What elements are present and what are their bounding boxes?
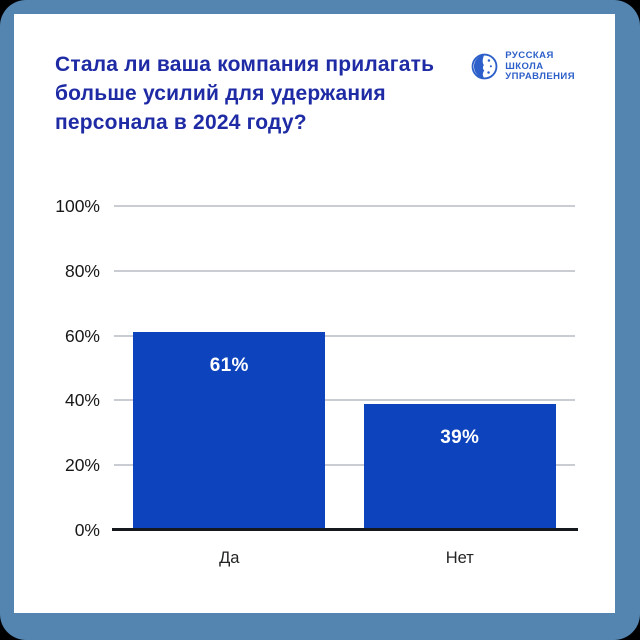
- y-tick-label: 0%: [74, 520, 100, 540]
- y-tick-label: 40%: [64, 390, 100, 411]
- gridline: [114, 399, 575, 402]
- bar-value-label: 39%: [440, 426, 480, 448]
- title-line-2: больше усилий для удержания: [55, 82, 386, 105]
- bar: 61%: [133, 332, 326, 530]
- logo-text-line-1: РУССКАЯ: [505, 50, 554, 61]
- logo-text-line-3: УПРАВЛЕНИЯ: [505, 71, 575, 82]
- gridline: [114, 269, 575, 272]
- bar-value-label: 61%: [209, 355, 249, 377]
- x-tick-label: Да: [219, 549, 240, 567]
- x-axis-line: [112, 528, 578, 531]
- y-tick-label: 100%: [55, 196, 100, 216]
- y-tick-label: 60%: [64, 325, 100, 346]
- logo-text-line-2: ШКОЛА: [505, 60, 544, 72]
- logo-text: РУССКАЯ ШКОЛА УПРАВЛЕНИЯ: [505, 50, 575, 83]
- gridline: [114, 334, 575, 337]
- globe-logo-icon: [471, 53, 498, 80]
- y-tick-label: 80%: [64, 260, 100, 281]
- x-tick-label: Нет: [445, 549, 474, 567]
- company-logo: РУССКАЯ ШКОЛА УПРАВЛЕНИЯ: [471, 50, 575, 83]
- bar-chart: 0% 20% 40% 60% 80% 100% 61% Да 39% Нет: [14, 14, 615, 613]
- y-tick-label: 20%: [64, 455, 100, 476]
- gridline: [114, 205, 575, 207]
- title-line-3: персонала в 2024 году?: [55, 111, 307, 134]
- chart-title: Стала ли ваша компания прилагать больше …: [55, 50, 434, 137]
- infographic-card: Стала ли ваша компания прилагать больше …: [14, 14, 615, 613]
- bar: 39%: [363, 403, 556, 530]
- title-line-1: Стала ли ваша компания прилагать: [55, 53, 435, 76]
- gridline: [114, 464, 575, 467]
